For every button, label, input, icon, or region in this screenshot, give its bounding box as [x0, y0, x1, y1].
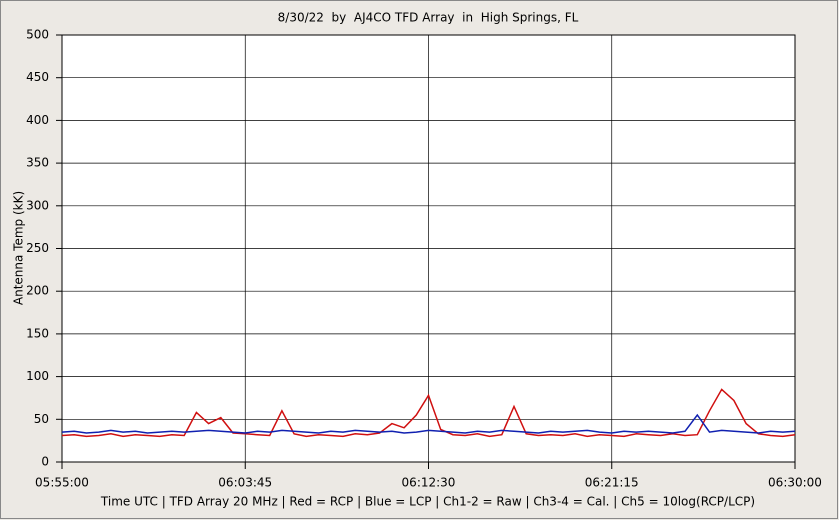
x-tick-label: 06:03:45 — [218, 476, 272, 490]
y-tick-label: 0 — [41, 455, 49, 469]
x-tick-label: 06:30:00 — [768, 476, 822, 490]
y-tick-label: 250 — [26, 241, 49, 255]
y-tick-label: 300 — [26, 198, 49, 212]
y-tick-label: 350 — [26, 156, 49, 170]
series-line — [61, 413, 796, 434]
x-tick-label: 06:12:30 — [402, 476, 456, 490]
y-axis-label: Antenna Temp (kK) — [12, 191, 26, 305]
y-tick-label: 500 — [26, 28, 49, 42]
y-tick-label: 200 — [26, 284, 49, 298]
y-tick-label: 450 — [26, 70, 49, 84]
footer: Time UTC | TFD Array 20 MHz | Red = RCP … — [100, 495, 755, 509]
x-tick-label: 05:55:00 — [35, 476, 89, 490]
y-tick-label: 50 — [34, 412, 49, 426]
x-tick-label: 06:21:15 — [585, 476, 639, 490]
y-tick-label: 150 — [26, 326, 49, 340]
series-line — [61, 388, 796, 438]
y-tick-label: 400 — [26, 113, 49, 127]
chart-title: 8/30/22 by AJ4CO TFD Array in High Sprin… — [278, 11, 579, 25]
y-tick-label: 100 — [26, 369, 49, 383]
